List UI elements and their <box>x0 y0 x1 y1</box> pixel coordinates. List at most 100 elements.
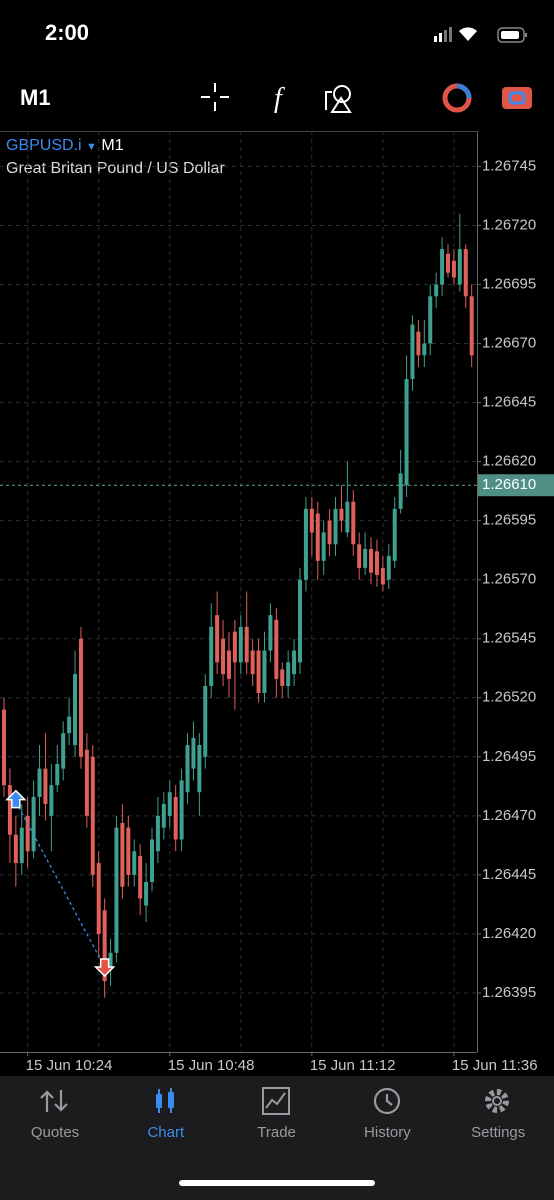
toolbar-icons: f <box>201 83 532 114</box>
crosshair-icon[interactable] <box>201 83 229 111</box>
candle-body <box>469 296 474 356</box>
candle-body <box>463 249 468 297</box>
y-tick-label: 1.26570 <box>482 571 536 588</box>
candle-body <box>203 685 208 757</box>
candle-body <box>55 763 60 786</box>
candle-body <box>374 551 379 575</box>
y-tick-label: 1.26670 <box>482 335 536 352</box>
account-icon[interactable] <box>502 87 532 109</box>
chart: 1.26745 1.26720 1.26695 1.26670 1.26645 1.266… <box>0 131 554 1074</box>
candle-body <box>161 804 166 828</box>
symbol[interactable]: GBPUSD.i <box>6 137 82 154</box>
candle-body <box>451 260 456 278</box>
candle-body <box>96 863 101 934</box>
current-price-label: 1.26610 <box>482 476 536 493</box>
y-tick-label: 1.26445 <box>482 866 536 883</box>
candle-body <box>138 855 143 899</box>
tab[interactable]: Quotes <box>0 1086 110 1141</box>
tab-icon <box>374 1087 401 1115</box>
dropdown-arrow[interactable]: ▼ <box>86 141 97 153</box>
timeframe-button[interactable]: M1 <box>20 85 51 110</box>
candle-body <box>262 650 267 694</box>
candle-body <box>280 669 285 686</box>
candle-body <box>434 284 439 297</box>
candle-body <box>339 508 344 521</box>
candle-body <box>7 785 12 835</box>
y-tick-label: 1.26395 <box>482 984 536 1001</box>
x-tick-label: 15 Jun 10:48 <box>168 1057 255 1074</box>
candle-body <box>102 910 107 982</box>
candle-body <box>132 851 137 875</box>
y-tick-label: 1.26495 <box>482 748 536 765</box>
candle-body <box>380 567 385 585</box>
candle-body <box>2 709 6 786</box>
y-tick-label: 1.26470 <box>482 807 536 824</box>
candle-body <box>268 615 273 651</box>
candle-body <box>31 796 36 852</box>
candle-body <box>321 532 326 561</box>
candle-body <box>150 839 154 882</box>
candle-body <box>457 249 462 285</box>
trade-icon[interactable] <box>442 83 472 113</box>
candle-body <box>179 780 184 840</box>
x-tick-label: 15 Jun 11:12 <box>310 1057 396 1074</box>
candle-body <box>215 615 220 663</box>
y-tick-label: 1.26695 <box>482 275 536 292</box>
tab[interactable]: Chart <box>111 1086 221 1141</box>
indicator-icon[interactable]: f <box>274 83 285 114</box>
candle-body <box>250 650 255 675</box>
candle-body <box>167 792 172 816</box>
candle-body <box>327 520 332 545</box>
tab[interactable]: Trade <box>222 1086 332 1141</box>
tab-label: Chart <box>147 1124 185 1141</box>
candle-body <box>197 745 202 793</box>
symbol-header: GBPUSD.i ▼ M1 <box>6 137 124 155</box>
candle-body <box>386 556 391 580</box>
candle-body <box>363 548 368 568</box>
candle-body <box>298 579 302 663</box>
candle-body <box>13 834 18 864</box>
candle-body <box>185 745 190 793</box>
candle-body <box>19 827 24 864</box>
tab-label: History <box>364 1124 411 1141</box>
candle-body <box>404 378 409 486</box>
candle-body <box>446 253 450 273</box>
candle-body <box>351 501 356 545</box>
objects-icon[interactable] <box>325 85 352 113</box>
candle-body <box>108 952 113 970</box>
candle-body <box>155 815 160 852</box>
candle-body <box>90 756 95 875</box>
current-price-box <box>478 474 554 497</box>
candle-body <box>144 881 149 906</box>
candle-body <box>78 638 83 757</box>
candle-body <box>315 513 320 561</box>
y-tick-label: 1.26545 <box>482 630 536 647</box>
tab[interactable]: History <box>332 1086 442 1141</box>
candle-body <box>238 626 243 663</box>
candle-body <box>49 785 54 816</box>
candle-body <box>392 508 397 561</box>
trade-line <box>15 801 106 968</box>
y-tick-label: 1.26595 <box>482 512 536 529</box>
tab-icon <box>261 1087 290 1115</box>
candle-body <box>25 815 30 852</box>
tab-bar <box>0 1076 554 1200</box>
tab[interactable]: Settings <box>443 1086 553 1141</box>
candle-body <box>309 508 314 533</box>
sell-arrow <box>93 958 116 978</box>
x-tick-label: 15 Jun 11:36 <box>452 1057 538 1074</box>
status-time: 2:00 <box>45 20 90 45</box>
candle-body <box>226 650 231 679</box>
tab-label: Settings <box>471 1124 526 1141</box>
candle-body <box>120 822 125 887</box>
candle-body <box>61 733 66 769</box>
candle-body <box>286 662 291 686</box>
candle-body <box>37 768 42 797</box>
candle-body <box>256 650 261 694</box>
candle-body <box>440 249 445 285</box>
y-tick-label: 1.26720 <box>482 216 536 233</box>
status-icons <box>434 27 527 43</box>
tab-icon <box>485 1089 510 1113</box>
candle-body <box>292 650 297 675</box>
